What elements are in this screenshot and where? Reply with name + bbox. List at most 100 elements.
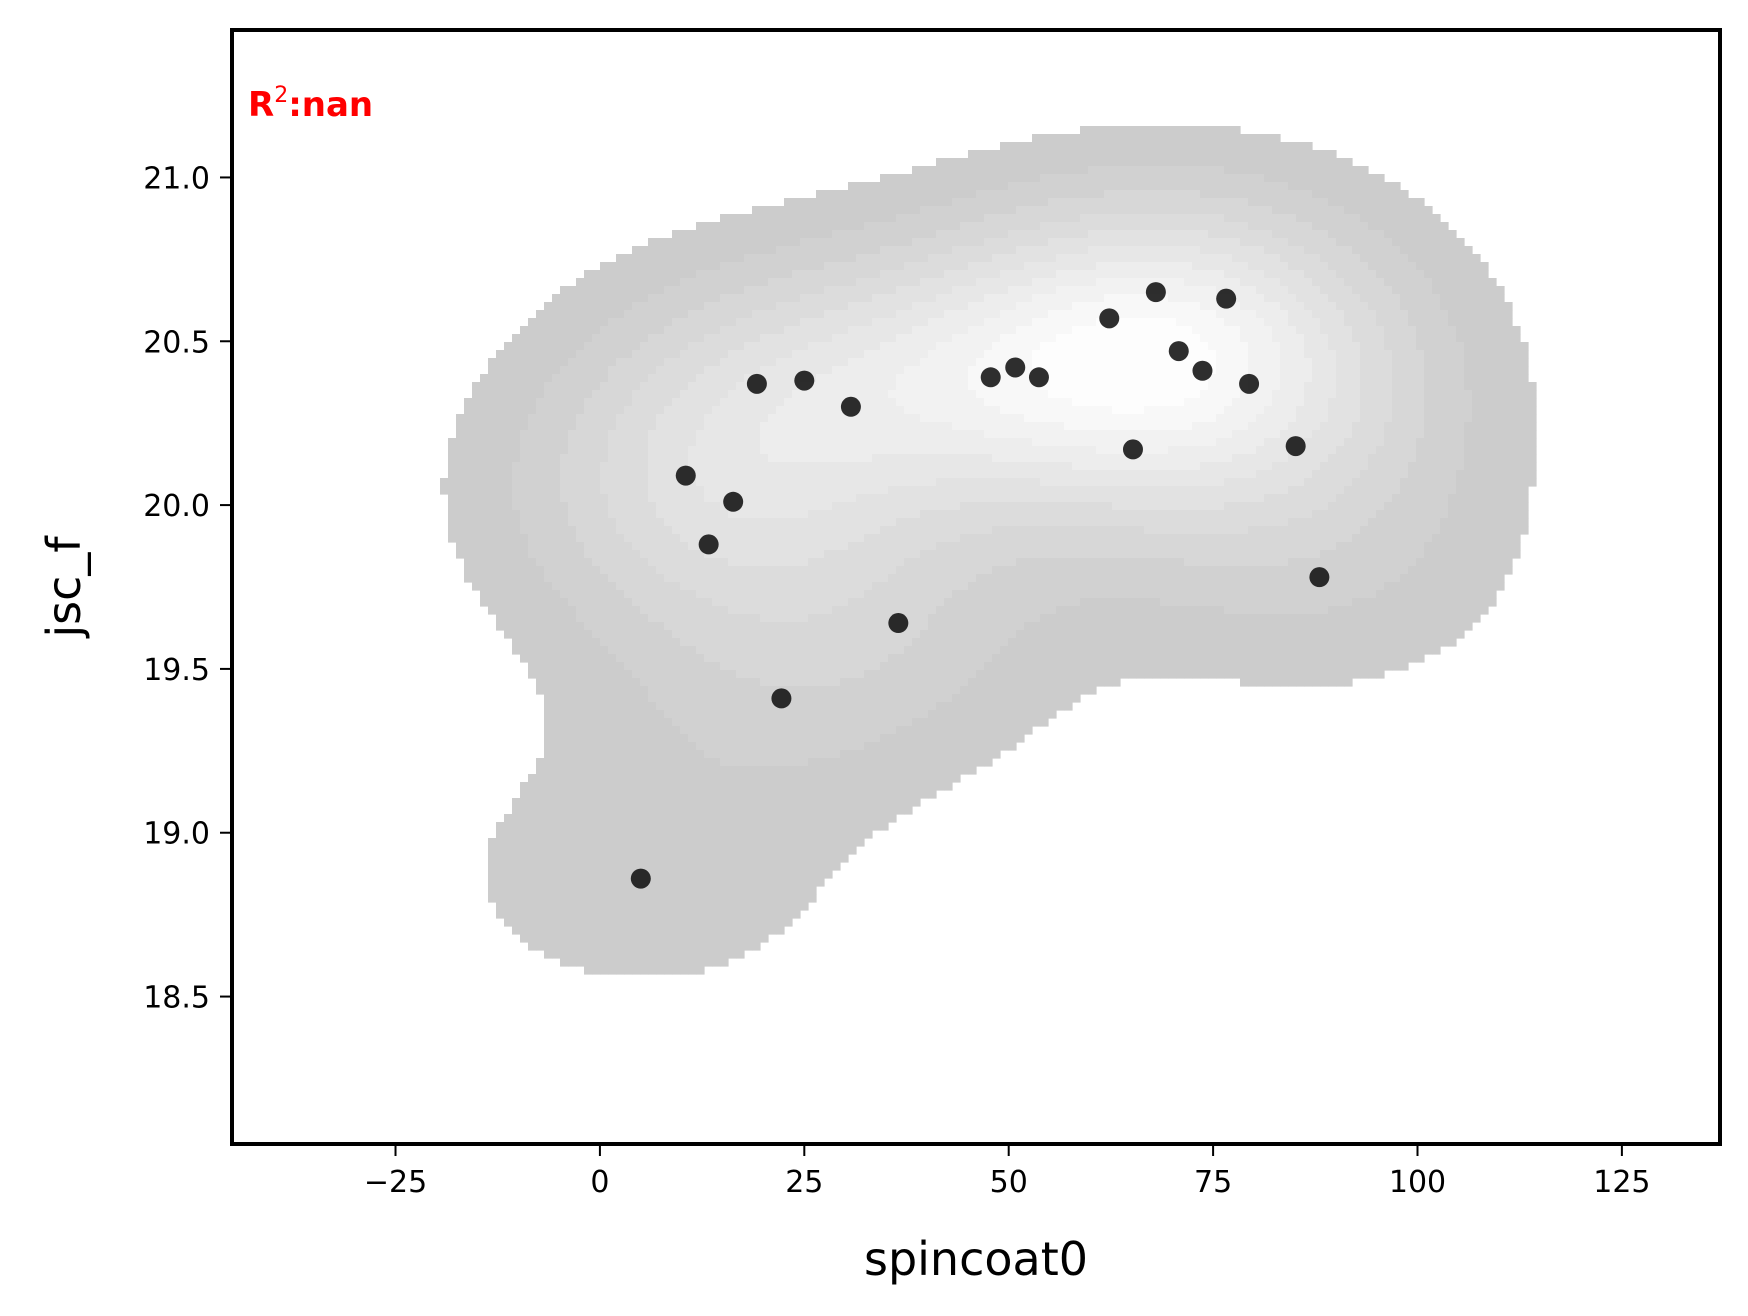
- density-cell: [632, 342, 641, 351]
- density-cell: [1352, 222, 1361, 231]
- density-cell: [1160, 414, 1169, 423]
- density-cell: [1304, 406, 1313, 415]
- density-cell: [1400, 262, 1409, 271]
- density-cell: [1312, 182, 1321, 191]
- density-cell: [776, 406, 785, 415]
- density-cell: [536, 366, 545, 375]
- density-cell: [608, 310, 617, 319]
- density-cell: [696, 390, 705, 399]
- density-cell: [1248, 246, 1257, 255]
- density-cell: [1496, 406, 1505, 415]
- density-cell: [560, 406, 569, 415]
- density-cell: [696, 366, 705, 375]
- density-cell: [816, 254, 825, 263]
- density-cell: [776, 462, 785, 471]
- density-cell: [920, 278, 929, 287]
- density-cell: [1000, 302, 1009, 311]
- density-cell: [1016, 294, 1025, 303]
- density-cell: [824, 494, 833, 503]
- density-cell: [624, 470, 633, 479]
- density-cell: [472, 486, 481, 495]
- density-cell: [1240, 278, 1249, 287]
- density-cell: [952, 382, 961, 391]
- density-cell: [1208, 398, 1217, 407]
- density-cell: [1048, 198, 1057, 207]
- density-cell: [1024, 270, 1033, 279]
- density-cell: [656, 406, 665, 415]
- density-cell: [1472, 358, 1481, 367]
- density-cell: [1152, 174, 1161, 183]
- density-cell: [1360, 446, 1369, 455]
- density-cell: [992, 470, 1001, 479]
- density-cell: [1112, 438, 1121, 447]
- density-cell: [896, 174, 905, 183]
- density-cell: [832, 414, 841, 423]
- density-cell: [1272, 414, 1281, 423]
- density-cell: [760, 278, 769, 287]
- density-cell: [1000, 246, 1009, 255]
- density-cell: [1352, 230, 1361, 239]
- density-cell: [728, 382, 737, 391]
- density-cell: [1264, 470, 1273, 479]
- density-cell: [1336, 382, 1345, 391]
- density-cell: [1336, 278, 1345, 287]
- density-cell: [1136, 126, 1145, 135]
- density-cell: [1312, 270, 1321, 279]
- density-cell: [976, 278, 985, 287]
- density-cell: [944, 270, 953, 279]
- density-cell: [1480, 438, 1489, 447]
- density-cell: [1432, 238, 1441, 247]
- density-cell: [792, 430, 801, 439]
- density-cell: [600, 334, 609, 343]
- density-cell: [888, 174, 897, 183]
- density-cell: [1232, 406, 1241, 415]
- density-cell: [1000, 150, 1009, 159]
- density-cell: [1256, 366, 1265, 375]
- density-cell: [1152, 126, 1161, 135]
- density-cell: [1400, 294, 1409, 303]
- density-cell: [1416, 486, 1425, 495]
- density-cell: [1240, 398, 1249, 407]
- density-cell: [952, 246, 961, 255]
- density-cell: [1344, 190, 1353, 199]
- density-cell: [944, 382, 953, 391]
- density-cell: [928, 446, 937, 455]
- density-cell: [800, 358, 809, 367]
- density-cell: [960, 470, 969, 479]
- density-cell: [728, 486, 737, 495]
- density-cell: [1120, 478, 1129, 487]
- density-cell: [1048, 478, 1057, 487]
- density-cell: [800, 486, 809, 495]
- density-cell: [776, 470, 785, 479]
- density-cell: [1496, 486, 1505, 495]
- density-cell: [896, 366, 905, 375]
- density-cell: [720, 374, 729, 383]
- density-cell: [456, 486, 465, 495]
- density-cell: [1040, 422, 1049, 431]
- density-cell: [1208, 166, 1217, 175]
- density-cell: [1312, 454, 1321, 463]
- density-cell: [1392, 398, 1401, 407]
- density-cell: [1248, 334, 1257, 343]
- density-cell: [1000, 230, 1009, 239]
- density-cell: [1256, 166, 1265, 175]
- density-cell: [1176, 142, 1185, 151]
- density-cell: [1496, 478, 1505, 487]
- density-cell: [976, 358, 985, 367]
- density-cell: [912, 478, 921, 487]
- density-cell: [1520, 414, 1529, 423]
- density-cell: [1256, 254, 1265, 263]
- density-cell: [1080, 222, 1089, 231]
- density-cell: [1136, 286, 1145, 295]
- density-cell: [1480, 454, 1489, 463]
- density-cell: [1520, 406, 1529, 415]
- density-cell: [984, 286, 993, 295]
- density-cell: [576, 302, 585, 311]
- density-cell: [1384, 358, 1393, 367]
- density-cell: [856, 470, 865, 479]
- density-cell: [1416, 310, 1425, 319]
- density-cell: [752, 486, 761, 495]
- density-cell: [584, 478, 593, 487]
- density-cell: [1184, 318, 1193, 327]
- density-cell: [784, 398, 793, 407]
